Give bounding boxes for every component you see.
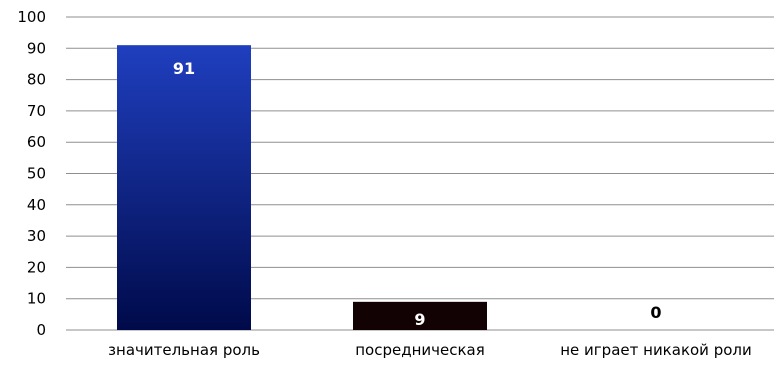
data-label-3: 0 xyxy=(650,303,661,322)
bar-2 xyxy=(353,301,487,330)
data-label-1: 91 xyxy=(173,59,195,78)
y-tick-label-10: 10 xyxy=(27,290,46,308)
y-tick-label-50: 50 xyxy=(27,165,46,183)
y-tick-label-80: 80 xyxy=(27,71,46,89)
y-tick-label-70: 70 xyxy=(27,102,46,120)
y-tick-label-20: 20 xyxy=(27,258,46,276)
x-category-label-1: значительная роль xyxy=(108,341,260,359)
y-tick-label-100: 100 xyxy=(17,8,46,26)
y-tick-label-60: 60 xyxy=(27,133,46,151)
y-tick-label-30: 30 xyxy=(27,227,46,245)
bar-1 xyxy=(117,45,251,331)
y-tick-label-90: 90 xyxy=(27,39,46,57)
x-category-label-3: не играет никакой роли xyxy=(560,341,751,359)
x-category-label-2: посредническая xyxy=(355,341,485,359)
y-tick-label-0: 0 xyxy=(36,321,46,339)
bar-layer xyxy=(117,45,487,331)
y-tick-label-40: 40 xyxy=(27,196,46,214)
data-label-2: 9 xyxy=(414,310,425,329)
